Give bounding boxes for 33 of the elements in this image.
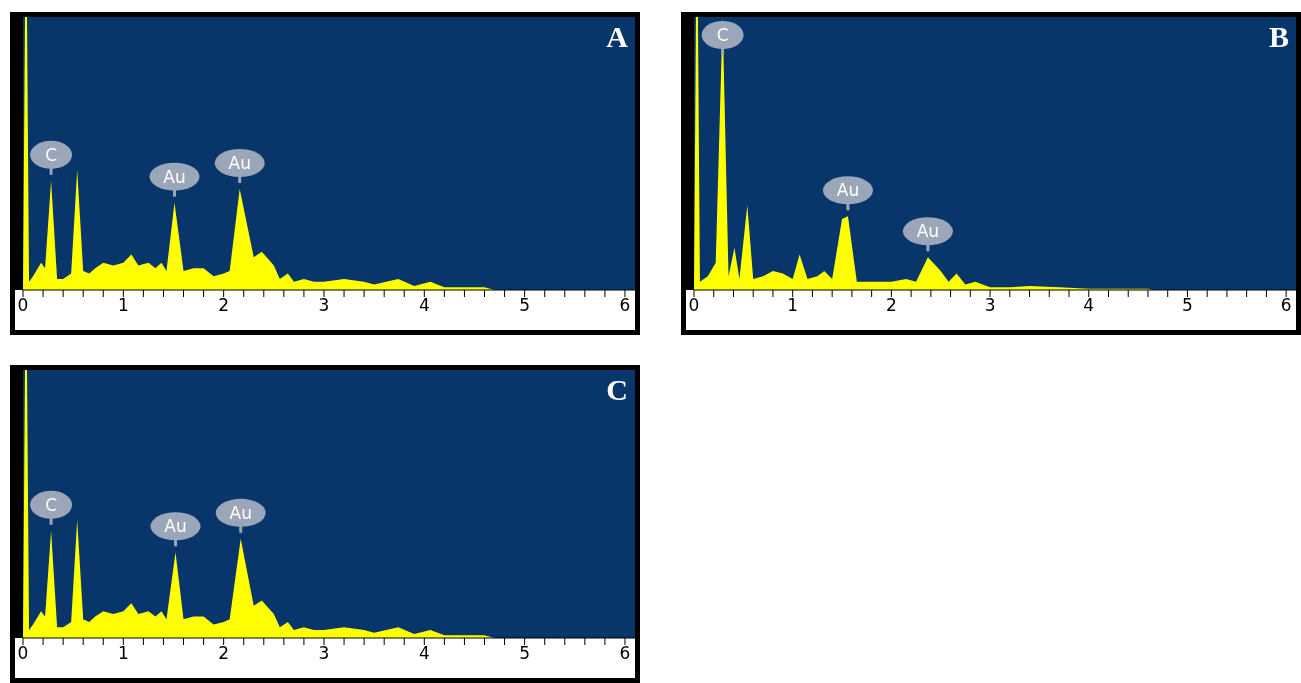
x-tick-label: 4 bbox=[418, 643, 430, 664]
x-tick-label: 4 bbox=[418, 295, 430, 316]
x-tick-label: 6 bbox=[619, 295, 631, 316]
x-tick-label: 3 bbox=[318, 643, 330, 664]
x-tick-label: 0 bbox=[17, 295, 29, 316]
x-tick-label: 2 bbox=[218, 643, 230, 664]
chart-title: A bbox=[606, 20, 628, 54]
x-tick-label: 6 bbox=[619, 643, 631, 664]
x-tick-label: 1 bbox=[787, 295, 799, 316]
annotation: C bbox=[45, 144, 58, 165]
annotation: Au bbox=[164, 516, 187, 537]
annotation: C bbox=[45, 494, 58, 515]
x-tick-label: 2 bbox=[885, 295, 897, 316]
annotation: Au bbox=[836, 180, 860, 201]
annotation: Au bbox=[916, 221, 940, 242]
x-tick-label: 4 bbox=[1083, 295, 1095, 316]
x-tick-label: 1 bbox=[117, 643, 129, 664]
chart-title: B bbox=[1268, 20, 1289, 54]
annotation: Au bbox=[229, 502, 252, 523]
x-tick-label: 1 bbox=[117, 295, 129, 316]
x-tick-label: 0 bbox=[688, 295, 700, 316]
x-tick-label: 5 bbox=[1182, 295, 1193, 316]
x-tick-label: 2 bbox=[218, 295, 230, 316]
annotation: Au bbox=[163, 166, 186, 187]
annotation: Au bbox=[228, 152, 251, 173]
x-tick-label: 5 bbox=[519, 643, 531, 664]
annotation: C bbox=[716, 25, 729, 45]
x-tick-label: 6 bbox=[1280, 295, 1292, 316]
x-tick-label: 3 bbox=[984, 295, 996, 316]
x-tick-label: 5 bbox=[519, 295, 531, 316]
x-tick-label: 3 bbox=[318, 295, 330, 316]
chart-title: C bbox=[606, 373, 628, 407]
x-tick-label: 0 bbox=[17, 643, 29, 664]
